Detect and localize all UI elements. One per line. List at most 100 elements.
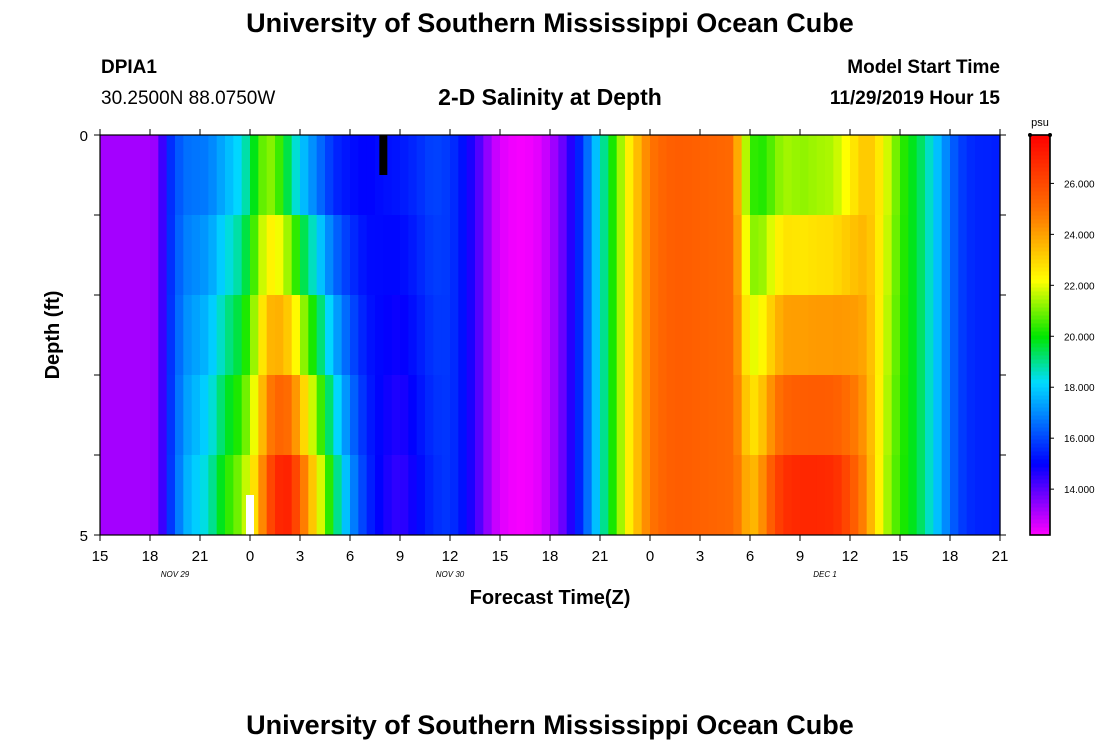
colorbar-segment xyxy=(1030,203,1050,208)
heatmap-cell xyxy=(758,375,768,456)
heatmap-cell xyxy=(800,455,809,536)
heatmap-cell xyxy=(116,295,126,376)
heatmap-cell xyxy=(175,455,184,536)
heatmap-cell xyxy=(258,215,268,296)
heatmap-cell xyxy=(400,295,409,376)
heatmap-cell xyxy=(725,135,734,216)
colorbar-segment xyxy=(1030,231,1050,236)
heatmap-cell xyxy=(441,295,451,376)
heatmap-cell xyxy=(716,215,726,296)
heatmap-cell xyxy=(383,455,393,536)
heatmap-cell xyxy=(358,375,368,456)
x-tick-label: 21 xyxy=(992,548,1009,565)
heatmap-cell xyxy=(933,375,943,456)
colorbar-segment xyxy=(1030,491,1050,496)
colorbar-segment xyxy=(1030,387,1050,392)
heatmap-cell xyxy=(616,375,626,456)
colorbar-segment xyxy=(1030,147,1050,152)
colorbar-segment xyxy=(1030,451,1050,456)
colorbar-segment xyxy=(1030,439,1050,444)
colorbar-segment xyxy=(1030,363,1050,368)
heatmap-cell xyxy=(891,455,901,536)
heatmap-cell xyxy=(958,455,968,536)
heatmap-cell xyxy=(166,295,176,376)
heatmap-cell xyxy=(808,295,818,376)
heatmap-cell xyxy=(675,455,684,536)
heatmap-cell xyxy=(575,135,584,216)
heatmap-cell xyxy=(858,375,868,456)
colorbar-segment xyxy=(1030,507,1050,512)
heatmap-cell xyxy=(283,215,293,296)
x-tick-label: 21 xyxy=(192,548,209,565)
colorbar-segment xyxy=(1030,499,1050,504)
heatmap-cell xyxy=(725,295,734,376)
heatmap-cell xyxy=(683,455,693,536)
heatmap-cell xyxy=(741,295,751,376)
heatmap-cell xyxy=(633,215,643,296)
heatmap-cell xyxy=(433,375,443,456)
heatmap-cell xyxy=(900,375,909,456)
heatmap-cell xyxy=(400,135,409,216)
heatmap-cell xyxy=(741,455,751,536)
heatmap-cell xyxy=(291,215,301,296)
heatmap-cell xyxy=(183,215,193,296)
x-tick-label: 6 xyxy=(346,548,354,565)
heatmap-cell xyxy=(166,375,176,456)
heatmap-cell xyxy=(875,215,884,296)
heatmap-cell xyxy=(158,375,168,456)
heatmap-cell xyxy=(516,215,526,296)
heatmap-cell xyxy=(133,455,143,536)
heatmap-cell xyxy=(808,455,818,536)
heatmap-cell xyxy=(666,215,676,296)
heatmap-cell xyxy=(725,215,734,296)
x-date-label: NOV 29 xyxy=(161,570,190,579)
heatmap-cell xyxy=(658,375,668,456)
colorbar-segment xyxy=(1030,247,1050,252)
colorbar-segment xyxy=(1030,467,1050,472)
heatmap-cell xyxy=(983,135,993,216)
heatmap-cell xyxy=(750,375,759,456)
heatmap-cell xyxy=(400,375,409,456)
colorbar-segment xyxy=(1030,391,1050,396)
heatmap-cell xyxy=(858,455,868,536)
heatmap-cell xyxy=(925,215,934,296)
colorbar-segment xyxy=(1030,219,1050,224)
colorbar-segment xyxy=(1030,179,1050,184)
heatmap-cell xyxy=(141,295,151,376)
colorbar-segment xyxy=(1030,371,1050,376)
heatmap-cell xyxy=(241,295,251,376)
colorbar-segment xyxy=(1030,475,1050,480)
heatmap-cell xyxy=(191,135,201,216)
heatmap-cell xyxy=(991,135,1001,216)
heatmap-cell xyxy=(933,455,943,536)
heatmap-cell xyxy=(300,375,309,456)
heatmap-cell xyxy=(866,215,876,296)
heatmap-cell xyxy=(158,135,168,216)
heatmap-cell xyxy=(375,295,384,376)
heatmap-cell xyxy=(600,135,609,216)
colorbar-segment xyxy=(1030,195,1050,200)
y-tick-label: 5 xyxy=(80,528,88,545)
heatmap-cell xyxy=(975,375,984,456)
x-tick-label: 12 xyxy=(842,548,859,565)
heatmap-cell xyxy=(475,295,484,376)
heatmap-cell xyxy=(366,135,376,216)
x-tick-label: 3 xyxy=(696,548,704,565)
heatmap-cell xyxy=(691,215,701,296)
heatmap-cell xyxy=(225,375,234,456)
heatmap-cell xyxy=(825,375,834,456)
heatmap-cell xyxy=(783,455,793,536)
heatmap-cell xyxy=(975,295,984,376)
heatmap-cell xyxy=(383,375,393,456)
heatmap-cell xyxy=(758,215,768,296)
heatmap-cell xyxy=(308,455,318,536)
colorbar-segment xyxy=(1030,159,1050,164)
colorbar-segment xyxy=(1030,411,1050,416)
colorbar-segment xyxy=(1030,455,1050,460)
heatmap-cell xyxy=(766,215,776,296)
heatmap-cell xyxy=(533,215,543,296)
heatmap-cell xyxy=(700,135,709,216)
colorbar-corner-dot xyxy=(1048,133,1052,137)
heatmap-cell xyxy=(825,455,834,536)
